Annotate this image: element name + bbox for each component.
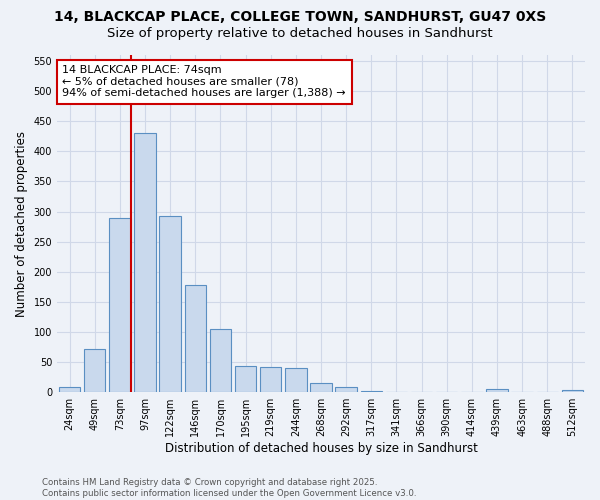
Bar: [109, 218, 131, 392]
Bar: [335, 387, 357, 392]
Text: Size of property relative to detached houses in Sandhurst: Size of property relative to detached ho…: [107, 28, 493, 40]
Bar: [134, 134, 156, 392]
Text: Contains HM Land Registry data © Crown copyright and database right 2025.
Contai: Contains HM Land Registry data © Crown c…: [42, 478, 416, 498]
Text: 14, BLACKCAP PLACE, COLLEGE TOWN, SANDHURST, GU47 0XS: 14, BLACKCAP PLACE, COLLEGE TOWN, SANDHU…: [54, 10, 546, 24]
Bar: [562, 390, 583, 392]
Bar: [84, 349, 106, 392]
Bar: [235, 366, 256, 392]
Bar: [185, 285, 206, 392]
Bar: [487, 389, 508, 392]
Bar: [160, 216, 181, 392]
Bar: [361, 391, 382, 392]
Bar: [260, 367, 281, 392]
Bar: [310, 382, 332, 392]
Bar: [285, 368, 307, 392]
Text: 14 BLACKCAP PLACE: 74sqm
← 5% of detached houses are smaller (78)
94% of semi-de: 14 BLACKCAP PLACE: 74sqm ← 5% of detache…: [62, 65, 346, 98]
Bar: [59, 388, 80, 392]
Y-axis label: Number of detached properties: Number of detached properties: [15, 130, 28, 316]
X-axis label: Distribution of detached houses by size in Sandhurst: Distribution of detached houses by size …: [164, 442, 478, 455]
Bar: [210, 329, 231, 392]
